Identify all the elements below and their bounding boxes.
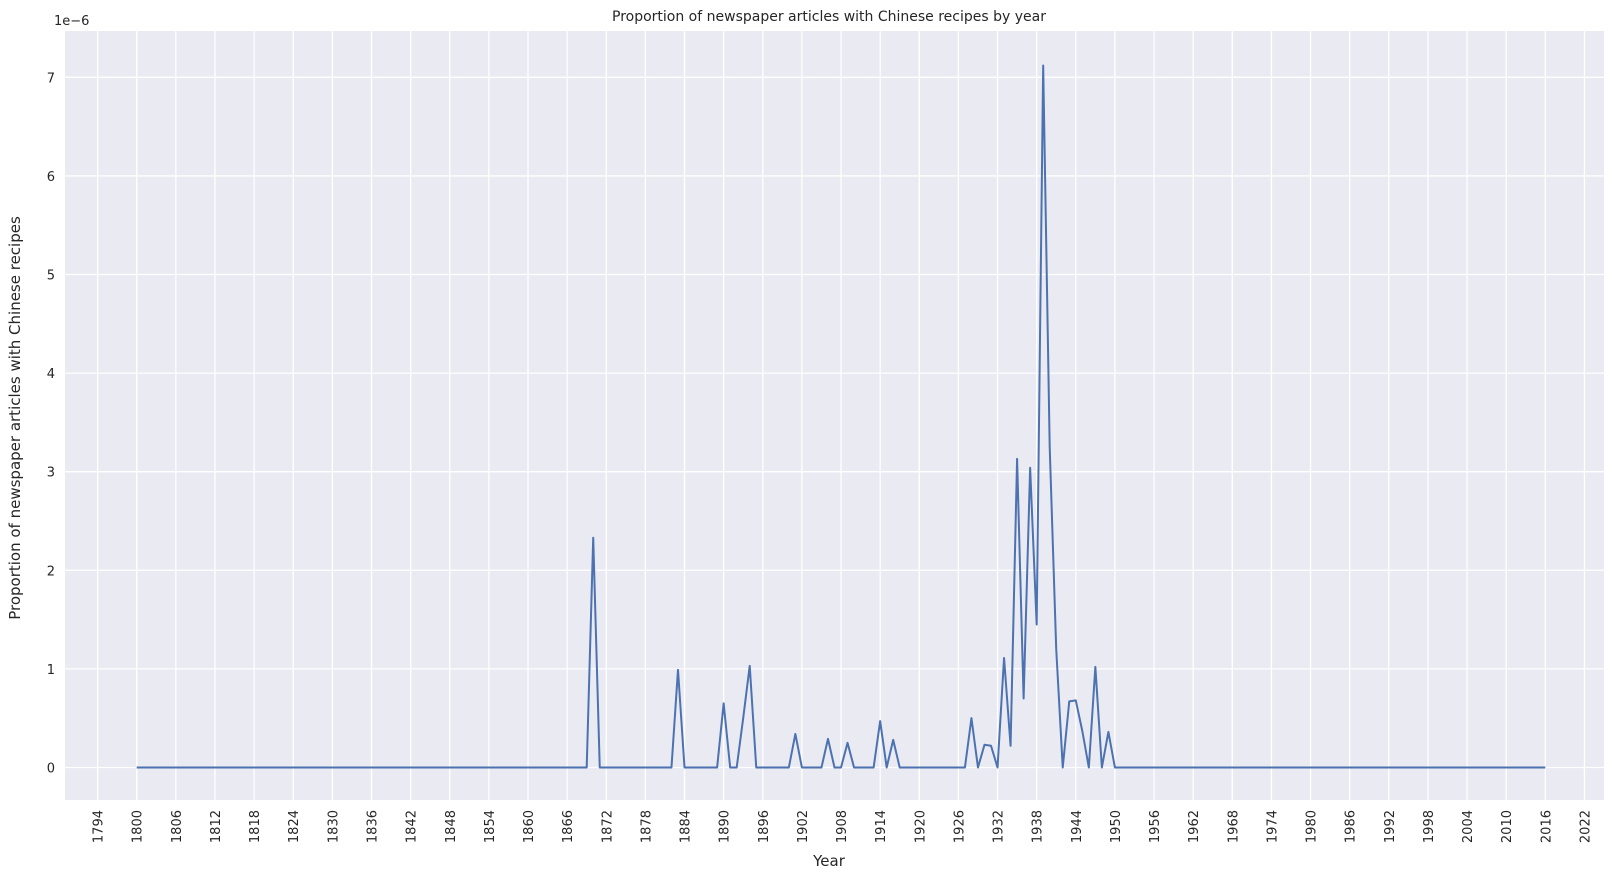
- x-tick-label: 1800: [131, 810, 146, 843]
- x-tick-label: 1926: [952, 810, 967, 843]
- x-tick-label: 1902: [796, 810, 811, 843]
- x-tick-label: 1968: [1226, 810, 1241, 843]
- x-tick-label: 1848: [444, 810, 459, 843]
- x-tick-label: 1986: [1344, 810, 1359, 843]
- x-tick-label: 1884: [679, 810, 694, 843]
- x-tick-label: 1836: [365, 810, 380, 843]
- x-tick-label: 1818: [248, 810, 263, 843]
- x-tick-label: 1896: [757, 810, 772, 843]
- x-tick-label: 1974: [1265, 810, 1280, 843]
- series-line: [136, 64, 1546, 769]
- x-axis-label: Year: [812, 852, 846, 870]
- x-tick-label: 1866: [561, 810, 576, 843]
- y-tick-label: 7: [47, 71, 55, 86]
- x-tick-labels: 1794 1800 1806 1812 1818 1824 1830 1836 1842 1848…: [92, 810, 1594, 843]
- x-tick-label: 1992: [1383, 810, 1398, 843]
- y-tick-labels: 0 1 2 3 4 5 6 7: [47, 71, 55, 776]
- x-tick-label: 1932: [992, 810, 1007, 843]
- y-tick-label: 1: [47, 663, 55, 678]
- x-tick-label: 1944: [1070, 810, 1085, 843]
- x-tick-label: 1950: [1109, 810, 1124, 843]
- x-tick-label: 1830: [326, 810, 341, 843]
- plot-background: [65, 31, 1604, 800]
- series-layer: [136, 64, 1546, 769]
- y-tick-label: 6: [47, 170, 55, 185]
- x-tick-label: 2004: [1461, 810, 1476, 843]
- x-tick-label: 1962: [1187, 810, 1202, 843]
- x-tick-label: 1842: [405, 810, 420, 843]
- x-tick-label: 2010: [1500, 810, 1515, 843]
- x-tick-label: 1806: [170, 810, 185, 843]
- x-tick-label: 1890: [718, 810, 733, 843]
- y-axis-label: Proportion of newspaper articles with Ch…: [6, 216, 24, 620]
- x-tick-label: 2016: [1539, 810, 1554, 843]
- x-tick-label: 1998: [1422, 810, 1437, 843]
- y-offset-text: 1e−6: [54, 14, 89, 29]
- x-tick-label: 2022: [1578, 810, 1593, 843]
- y-tick-label: 3: [47, 466, 55, 481]
- x-tick-label: 1938: [1031, 810, 1046, 843]
- x-tick-label: 1914: [874, 810, 889, 843]
- x-tick-label: 1860: [522, 810, 537, 843]
- y-tick-label: 0: [47, 761, 55, 776]
- x-tick-label: 1980: [1305, 810, 1320, 843]
- y-tick-label: 5: [47, 269, 55, 284]
- x-tick-label: 1908: [835, 810, 850, 843]
- x-tick-label: 1824: [287, 810, 302, 843]
- grid-lines: [65, 31, 1604, 800]
- chart-title: Proportion of newspaper articles with Ch…: [612, 9, 1046, 25]
- x-tick-label: 1956: [1148, 810, 1163, 843]
- x-tick-label: 1878: [639, 810, 654, 843]
- x-tick-label: 1812: [209, 810, 224, 843]
- x-tick-label: 1854: [483, 810, 498, 843]
- y-tick-label: 4: [47, 367, 55, 382]
- y-tick-label: 2: [47, 564, 55, 579]
- x-tick-label: 1872: [600, 810, 615, 843]
- x-tick-label: 1794: [92, 810, 107, 843]
- x-tick-label: 1920: [913, 810, 928, 843]
